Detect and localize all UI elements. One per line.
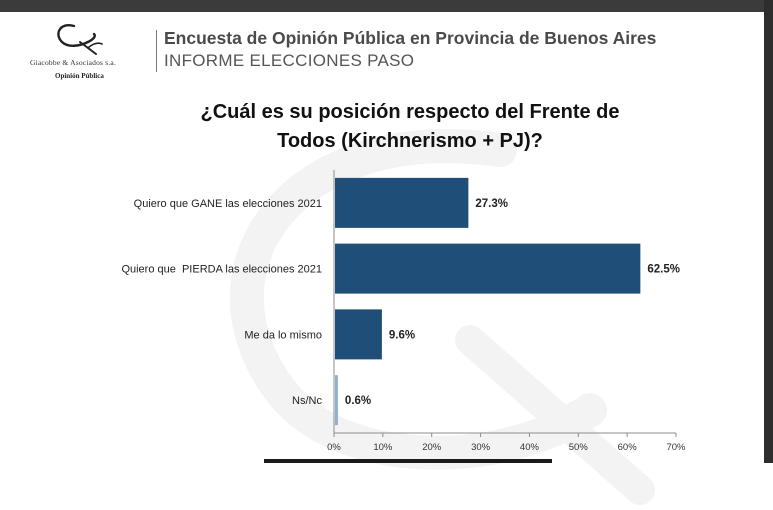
bar	[335, 177, 469, 228]
chart-title: ¿Cuál es su posición respecto del Frente…	[150, 98, 670, 156]
report-title: Encuesta de Opinión Pública en Provincia…	[164, 28, 657, 48]
x-tick-label: 50%	[569, 442, 589, 453]
category-label: Quiero que PIERDA las elecciones 2021	[121, 264, 322, 276]
window-top-bar	[0, 0, 773, 12]
x-tick-label: 20%	[422, 442, 442, 453]
data-label: 0.6%	[345, 395, 371, 407]
data-label: 9.6%	[389, 329, 415, 341]
x-tick-label: 40%	[520, 442, 540, 453]
category-label: Ns/Nc	[292, 395, 322, 407]
header-divider	[156, 30, 157, 72]
report-subtitle: INFORME ELECCIONES PASO	[164, 51, 415, 70]
x-tick-label: 30%	[471, 442, 491, 453]
x-tick-label: 0%	[327, 442, 341, 453]
bottom-scroll-indicator	[264, 459, 552, 463]
bar	[335, 375, 338, 426]
chart-title-line-2: Todos (Kirchnerismo + PJ)?	[277, 130, 543, 152]
x-tick-label: 70%	[666, 442, 686, 453]
logo-subtitle: Opinión Pública	[55, 72, 104, 80]
chart-title-line-1: ¿Cuál es su posición respecto del Frente…	[200, 101, 620, 123]
window-right-bar	[764, 0, 773, 463]
category-label: Quiero que GANE las elecciones 2021	[134, 198, 322, 210]
company-logo-icon	[57, 24, 103, 55]
logo-company-name: Giacobbe & Asociados s.a.	[30, 58, 117, 67]
data-label: 62.5%	[647, 264, 680, 276]
bar	[335, 309, 382, 360]
bar-chart: 0% 10% 20% 30% 40% 50% 60% 70% Quiero que GANE l…	[121, 170, 686, 453]
category-label: Me da lo mismo	[244, 329, 322, 341]
x-tick-label: 60%	[618, 442, 638, 453]
x-tick-label: 10%	[373, 442, 393, 453]
data-label: 27.3%	[475, 198, 508, 210]
bar	[335, 243, 641, 294]
